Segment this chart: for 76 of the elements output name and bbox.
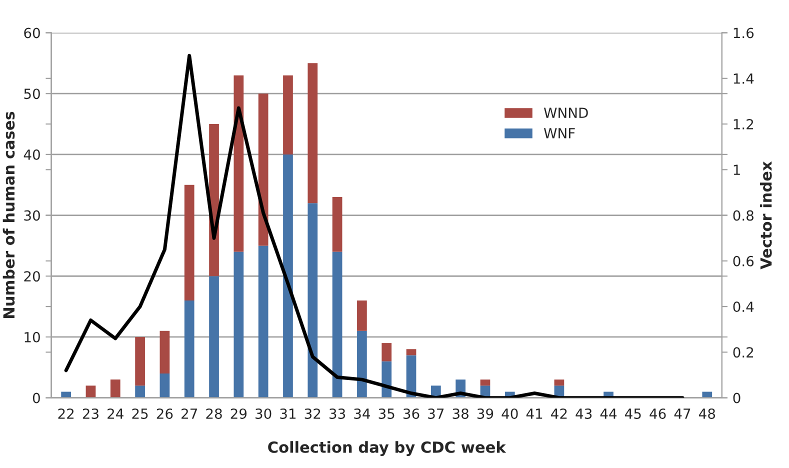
y2-tick-label: 0.8 <box>733 210 754 221</box>
y2-tick-label: 0.2 <box>733 347 754 358</box>
x-tick-label: 30 <box>256 408 272 419</box>
bar <box>283 154 293 398</box>
y2-tick-label: 0.6 <box>733 256 754 266</box>
x-tick-label: 25 <box>132 408 148 419</box>
x-tick-label: 23 <box>82 408 98 419</box>
x-tick-label: 42 <box>551 408 567 419</box>
x-axis-title: Collection day by CDC week <box>268 441 506 456</box>
bar <box>160 373 170 398</box>
bar <box>357 330 367 398</box>
bar <box>332 197 342 252</box>
bar <box>135 386 145 398</box>
y-tick-label: 30 <box>24 210 40 221</box>
x-tick-label: 43 <box>576 408 592 419</box>
x-tick-label: 40 <box>502 408 518 419</box>
legend-label: WNF <box>544 128 575 138</box>
bar <box>332 252 342 398</box>
x-tick-label: 44 <box>600 408 617 419</box>
x-tick-label: 38 <box>452 408 468 419</box>
x-tick-label: 33 <box>330 408 346 419</box>
bar <box>702 392 712 398</box>
y2-tick-label: 1.2 <box>734 118 754 130</box>
bar <box>184 300 194 398</box>
x-tick-label: 29 <box>230 408 247 419</box>
legend-label: WNND <box>544 108 588 118</box>
x-tick-label: 27 <box>182 408 198 419</box>
x-tick-label: 48 <box>698 408 716 419</box>
y-tick-label: 10 <box>24 332 40 342</box>
y2-tick-label: 0 <box>733 392 740 404</box>
x-tick-label: 24 <box>108 408 124 419</box>
x-tick-label: 35 <box>378 408 394 419</box>
bar <box>86 386 96 398</box>
bar <box>258 246 268 398</box>
x-tick-label: 36 <box>403 408 420 419</box>
bar <box>357 300 367 331</box>
y-tick-label: 0 <box>32 392 40 404</box>
x-tick-label: 46 <box>650 408 666 419</box>
bar <box>184 184 194 300</box>
bar <box>308 63 318 204</box>
x-tick-label: 22 <box>58 408 74 419</box>
bar <box>61 392 72 398</box>
bar <box>554 380 564 386</box>
bar <box>406 349 416 356</box>
bar <box>234 252 244 398</box>
bar <box>209 276 219 398</box>
x-tick-label: 34 <box>354 408 370 419</box>
x-tick-label: 31 <box>280 408 296 419</box>
y2-axis-title: Vector index <box>760 161 772 270</box>
y-axis-title: Number of human cases <box>2 112 15 318</box>
x-tick-label: 45 <box>625 408 641 419</box>
y2-tick-label: 1.4 <box>734 74 754 84</box>
y2-tick-label: 0.4 <box>733 302 754 312</box>
x-tick-label: 39 <box>477 408 494 419</box>
y2-tick-label: 1 <box>734 164 740 175</box>
bar <box>160 330 170 374</box>
x-tick-label: 26 <box>156 408 173 419</box>
bar <box>135 336 145 386</box>
bar <box>234 75 244 252</box>
bar <box>382 343 392 362</box>
x-tick-label: 37 <box>428 408 444 419</box>
bar <box>308 203 318 398</box>
bar <box>283 75 293 154</box>
y2-tick-label: 1.6 <box>734 28 754 38</box>
x-tick-label: 41 <box>526 408 542 419</box>
y-tick-label: 60 <box>24 28 40 38</box>
bar <box>258 94 268 246</box>
x-tick-label: 28 <box>206 408 222 419</box>
y-tick-label: 50 <box>24 88 40 100</box>
line-series <box>64 54 684 398</box>
x-tick-label: 32 <box>304 408 320 419</box>
y-tick-label: 40 <box>24 149 40 160</box>
x-tick-label: 47 <box>674 408 690 419</box>
bar <box>480 380 490 386</box>
y-tick-label: 20 <box>24 271 40 282</box>
bar <box>110 380 120 398</box>
